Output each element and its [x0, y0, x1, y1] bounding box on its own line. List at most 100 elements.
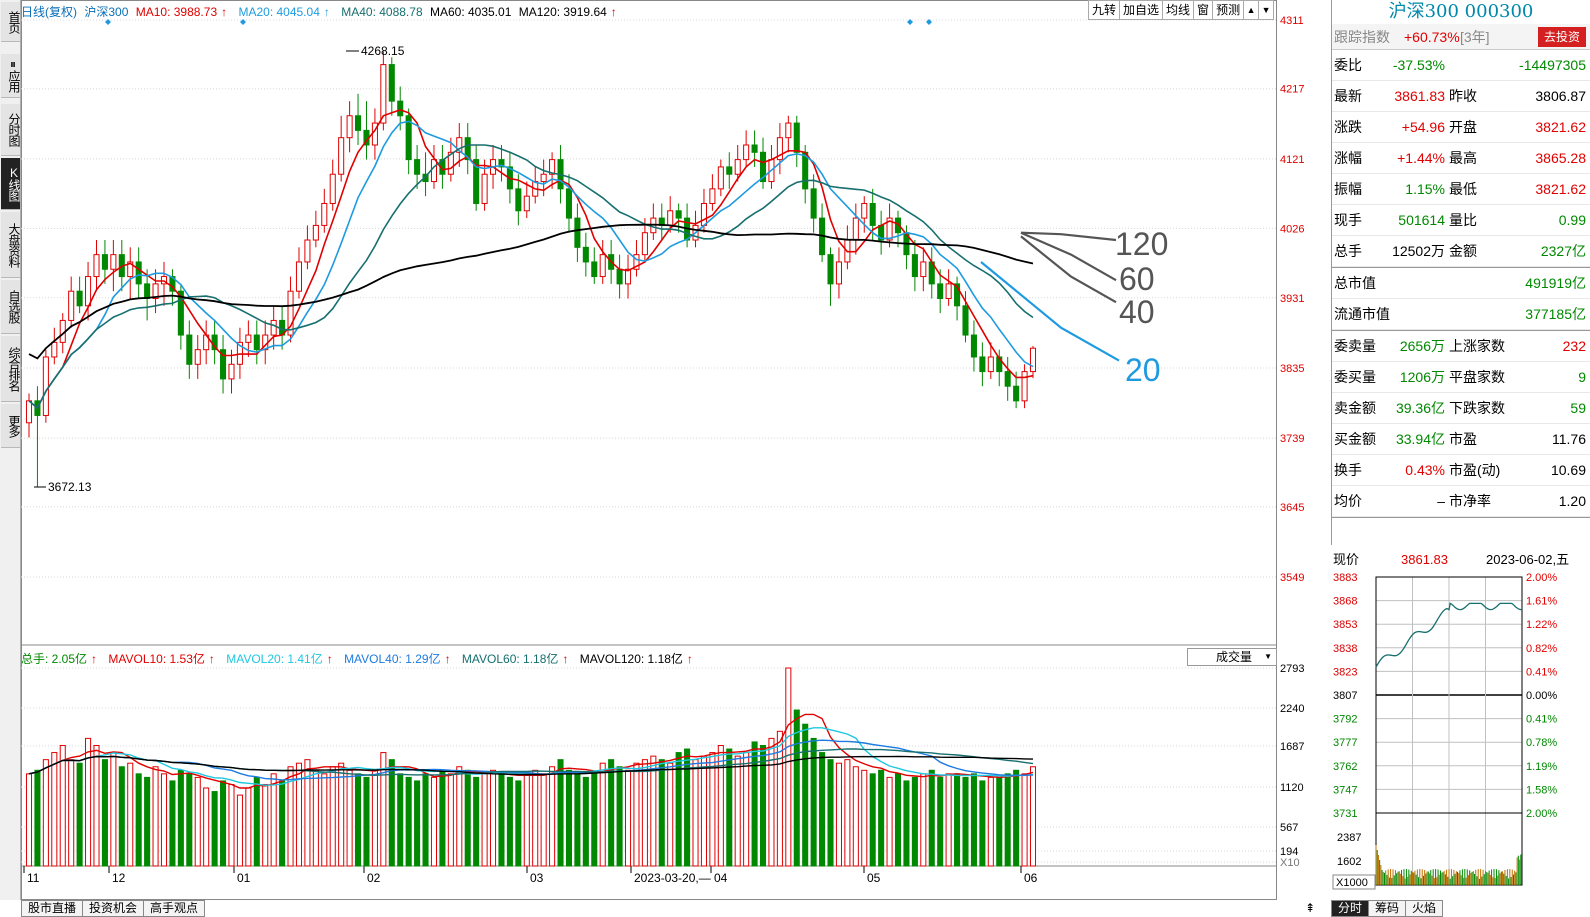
candle [886, 203, 893, 248]
volume-bar [835, 762, 842, 867]
candle-body [397, 100, 404, 117]
mini-left-label: 3883 [1333, 572, 1357, 584]
volume-bar [456, 766, 463, 867]
candle [785, 115, 792, 153]
quote-row-2: 涨跌 +54.96 开盘 3821.62 [1332, 112, 1590, 143]
volume-bar [700, 755, 707, 867]
volume-bar [295, 762, 303, 867]
indicator-dropdown[interactable]: 成交量 ▼ [1187, 648, 1277, 666]
left-tab-5[interactable]: 自选股 [1, 280, 21, 334]
quote-k-0: 委比 [1334, 57, 1362, 73]
mini-vol-label: 1602 [1337, 856, 1361, 868]
volume-bar [954, 773, 961, 867]
volume-bar [861, 769, 868, 867]
event-marker-icon [240, 19, 246, 25]
quote-k2-2: 开盘 [1449, 119, 1477, 135]
volume-legend: 总手: 2.05亿 ↑ MAVOL10: 1.53亿 ↑ MAVOL20: 1.41… [21, 650, 701, 667]
bottom-tab-2[interactable]: 高手观点 [143, 900, 206, 917]
quote-row-0: 委比 -37.53% -14497305 [1332, 50, 1590, 81]
candle-body [93, 254, 100, 278]
quote-k-6: 总手 [1334, 243, 1362, 259]
left-tab-3[interactable]: K线图 [1, 158, 21, 210]
candle-body [810, 188, 817, 219]
candle-body [717, 166, 724, 190]
left-tab-1[interactable]: ⏸应用 [1, 54, 21, 98]
candle [295, 247, 303, 299]
left-tab-6[interactable]: 综合排名 [1, 336, 21, 402]
intraday-canvas[interactable]: 现价 3861.83 2023-06-02,五 3883 2.00% 3868 1.61% 3… [1331, 545, 1590, 900]
legend-period[interactable]: 日线(复权) [21, 5, 77, 19]
candle-body [743, 144, 750, 161]
candle-body [287, 290, 294, 336]
kline-chart[interactable]: 4311 4217 4121 4026 3931 3835 3739 3645 3549 2793… [21, 0, 1320, 900]
quote-v1-2: +54.96 [1401, 119, 1445, 135]
candle-body [42, 356, 49, 416]
candle [42, 349, 49, 423]
left-tab-0[interactable]: 首页 [1, 2, 21, 42]
candle-body [312, 224, 319, 241]
candle-body [498, 159, 505, 168]
ma40-line [28, 144, 1034, 410]
quote-k2-6: 金额 [1449, 243, 1477, 259]
candle [658, 203, 665, 241]
order-k-5: 均价 [1334, 493, 1362, 509]
quote-k-4: 振幅 [1334, 181, 1362, 197]
candle [911, 240, 918, 292]
volume-bar [979, 780, 986, 867]
order-v2-2: 59 [1570, 400, 1586, 416]
add-watchlist-button[interactable]: 加自选 [1119, 0, 1164, 20]
volume-bar [363, 776, 370, 867]
candle [456, 123, 463, 167]
bottom-tab-0[interactable]: 股市直播 [21, 900, 84, 917]
legend-ma60: MA60: 4035.01 [429, 5, 512, 19]
candle-body [405, 115, 412, 161]
volume-bar [751, 741, 758, 867]
candle-body [304, 239, 311, 263]
mini-right-label: 0.41% [1526, 666, 1557, 678]
volume-bar [624, 769, 632, 867]
mini-tab-2[interactable]: 火焰 [1405, 900, 1444, 917]
candle-body [911, 254, 918, 278]
volume-bar [498, 773, 505, 867]
price-axis-label: 4311 [1280, 15, 1304, 27]
bottom-tab-1[interactable]: 投资机会 [82, 900, 145, 917]
intraday-mini-chart[interactable]: 现价 3861.83 2023-06-02,五 3883 2.00% 3868 1.61% 3… [1331, 545, 1590, 900]
nine-turn-button[interactable]: 九转 [1088, 0, 1121, 20]
volume-bar [186, 773, 193, 867]
invest-button[interactable]: 去投资 [1537, 27, 1586, 47]
ma20-projection [980, 261, 1120, 362]
candle-body [549, 159, 556, 175]
candle-body [253, 334, 260, 351]
quote-k-2: 涨跌 [1334, 119, 1362, 135]
left-tab-7[interactable]: 更多 [1, 404, 21, 448]
quote-k-5: 现手 [1334, 212, 1362, 228]
candle-body [473, 159, 480, 204]
left-tab-4[interactable]: 大盘资料 [1, 212, 21, 278]
ma-lines-button[interactable]: 均线 [1162, 0, 1195, 20]
scroll-up-icon[interactable]: ▲ [1243, 0, 1260, 20]
window-button[interactable]: 窗 [1193, 0, 1214, 20]
volume-bar [228, 783, 235, 867]
volume-bar [405, 776, 412, 867]
candle-body [641, 232, 648, 256]
legend-ma20: MA20: 4045.04 ↑ [238, 5, 330, 19]
scroll-top-icon[interactable]: ⇞ [1304, 901, 1316, 915]
volume-bar [1021, 773, 1028, 867]
chart-canvas[interactable]: 4311 4217 4121 4026 3931 3835 3739 3645 3549 2793… [21, 0, 1320, 900]
mini-vol-unit-box [1332, 874, 1376, 890]
scroll-down-icon[interactable]: ▼ [1258, 0, 1275, 20]
mini-tab-0[interactable]: 分时 [1331, 900, 1370, 917]
mini-left-label: 3838 [1333, 643, 1357, 655]
forecast-button[interactable]: 预测 [1212, 0, 1245, 20]
price-axis-label: 4217 [1280, 84, 1304, 96]
candle-body [515, 188, 522, 212]
cap-row-1: 流通市值 377185亿 [1332, 299, 1590, 330]
mini-tab-1[interactable]: 筹码 [1368, 900, 1407, 917]
quote-row-1: 最新 3861.83 昨收 3806.87 [1332, 81, 1590, 112]
order-k-3: 买金额 [1334, 431, 1376, 447]
left-tab-2[interactable]: 分时图 [1, 104, 21, 156]
order-k-4: 换手 [1334, 462, 1362, 478]
volume-bar [506, 776, 513, 867]
candle-body [624, 268, 632, 285]
volume-bar [937, 776, 944, 867]
